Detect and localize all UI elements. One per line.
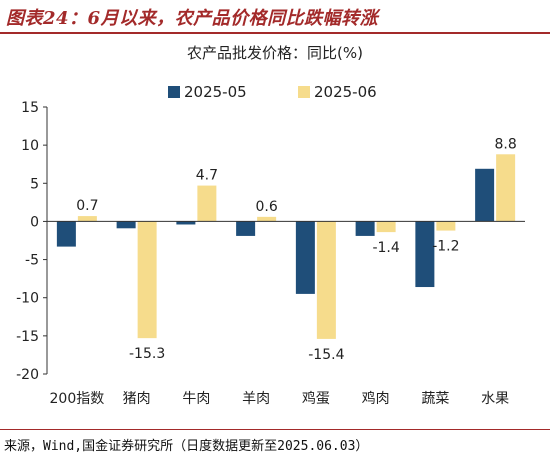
bar-series-1-6 bbox=[436, 221, 456, 231]
legend-swatch-series-1 bbox=[298, 86, 310, 98]
data-label: 4.7 bbox=[196, 168, 218, 184]
x-category-label: 蔬菜 bbox=[421, 391, 449, 407]
title-rule bbox=[0, 32, 550, 34]
bar-series-1-2 bbox=[197, 185, 217, 222]
y-tick-label: -10 bbox=[16, 291, 39, 307]
bar-series-0-2 bbox=[176, 221, 196, 225]
bars bbox=[56, 154, 516, 339]
x-category-label: 水果 bbox=[481, 391, 509, 407]
bar-series-0-7 bbox=[475, 168, 495, 222]
data-label: -15.3 bbox=[129, 346, 165, 362]
data-label: 0.7 bbox=[76, 198, 98, 214]
bar-series-0-4 bbox=[295, 221, 315, 294]
x-category-label: 羊肉 bbox=[242, 391, 270, 407]
bar-series-1-1 bbox=[137, 221, 157, 339]
x-category-label: 猪肉 bbox=[123, 391, 151, 407]
bar-series-1-0 bbox=[77, 216, 97, 222]
y-tick-label: 10 bbox=[21, 138, 39, 154]
legend-swatch-series-0 bbox=[168, 86, 180, 98]
chart-title: 农产品批发价格：同比(%) bbox=[187, 44, 363, 62]
y-tick-label: -15 bbox=[16, 329, 39, 345]
legend-label-series-1: 2025-06 bbox=[314, 83, 377, 101]
y-tick-label: 5 bbox=[30, 176, 39, 192]
source-note: 来源，Wind,国金证券研究所（日度数据更新至2025.06.03） bbox=[4, 439, 369, 454]
title-bar: 图表24：6月以来，农产品价格同比跌幅转涨 bbox=[0, 0, 550, 34]
y-tick-label: 0 bbox=[30, 214, 39, 230]
x-category-label: 200指数 bbox=[50, 391, 105, 407]
bar-series-0-3 bbox=[236, 221, 256, 236]
legend: 2025-05 2025-06 bbox=[168, 83, 377, 101]
data-label: 8.8 bbox=[494, 136, 516, 152]
bar-series-1-4 bbox=[316, 221, 336, 339]
bar-series-1-3 bbox=[257, 216, 277, 222]
y-tick-label: 15 bbox=[21, 100, 39, 116]
data-label: -1.4 bbox=[372, 240, 399, 256]
bar-series-1-7 bbox=[496, 154, 516, 222]
legend-label-series-0: 2025-05 bbox=[184, 83, 247, 101]
x-category-label: 鸡蛋 bbox=[302, 390, 330, 407]
y-tick-label: -20 bbox=[16, 367, 39, 383]
data-label: -1.2 bbox=[432, 239, 459, 255]
bar-series-0-6 bbox=[415, 221, 435, 288]
footer-rule bbox=[0, 429, 550, 430]
data-labels: 0.7 -15.3 4.7 0.6 -15.4 -1.4 -1.2 8.8 bbox=[76, 136, 517, 363]
page-title: 图表24：6月以来，农产品价格同比跌幅转涨 bbox=[6, 8, 379, 29]
bar-chart: 农产品批发价格：同比(%) 2025-05 2025-06 15 10 5 0 -5 -1… bbox=[16, 44, 525, 407]
bar-series-0-1 bbox=[116, 221, 136, 229]
bar-series-0-5 bbox=[355, 221, 375, 236]
data-label: -15.4 bbox=[308, 347, 344, 363]
x-axis: 200指数 猪肉 牛肉 羊肉 鸡蛋 鸡肉 蔬菜 水果 bbox=[47, 220, 525, 407]
y-tick-label: -5 bbox=[25, 253, 39, 269]
bar-series-0-0 bbox=[56, 221, 76, 247]
data-label: 0.6 bbox=[255, 199, 277, 215]
y-axis: 15 10 5 0 -5 -10 -15 -20 bbox=[16, 100, 48, 383]
x-category-label: 牛肉 bbox=[182, 391, 210, 407]
x-category-label: 鸡肉 bbox=[362, 390, 390, 407]
bar-series-1-5 bbox=[376, 221, 396, 233]
